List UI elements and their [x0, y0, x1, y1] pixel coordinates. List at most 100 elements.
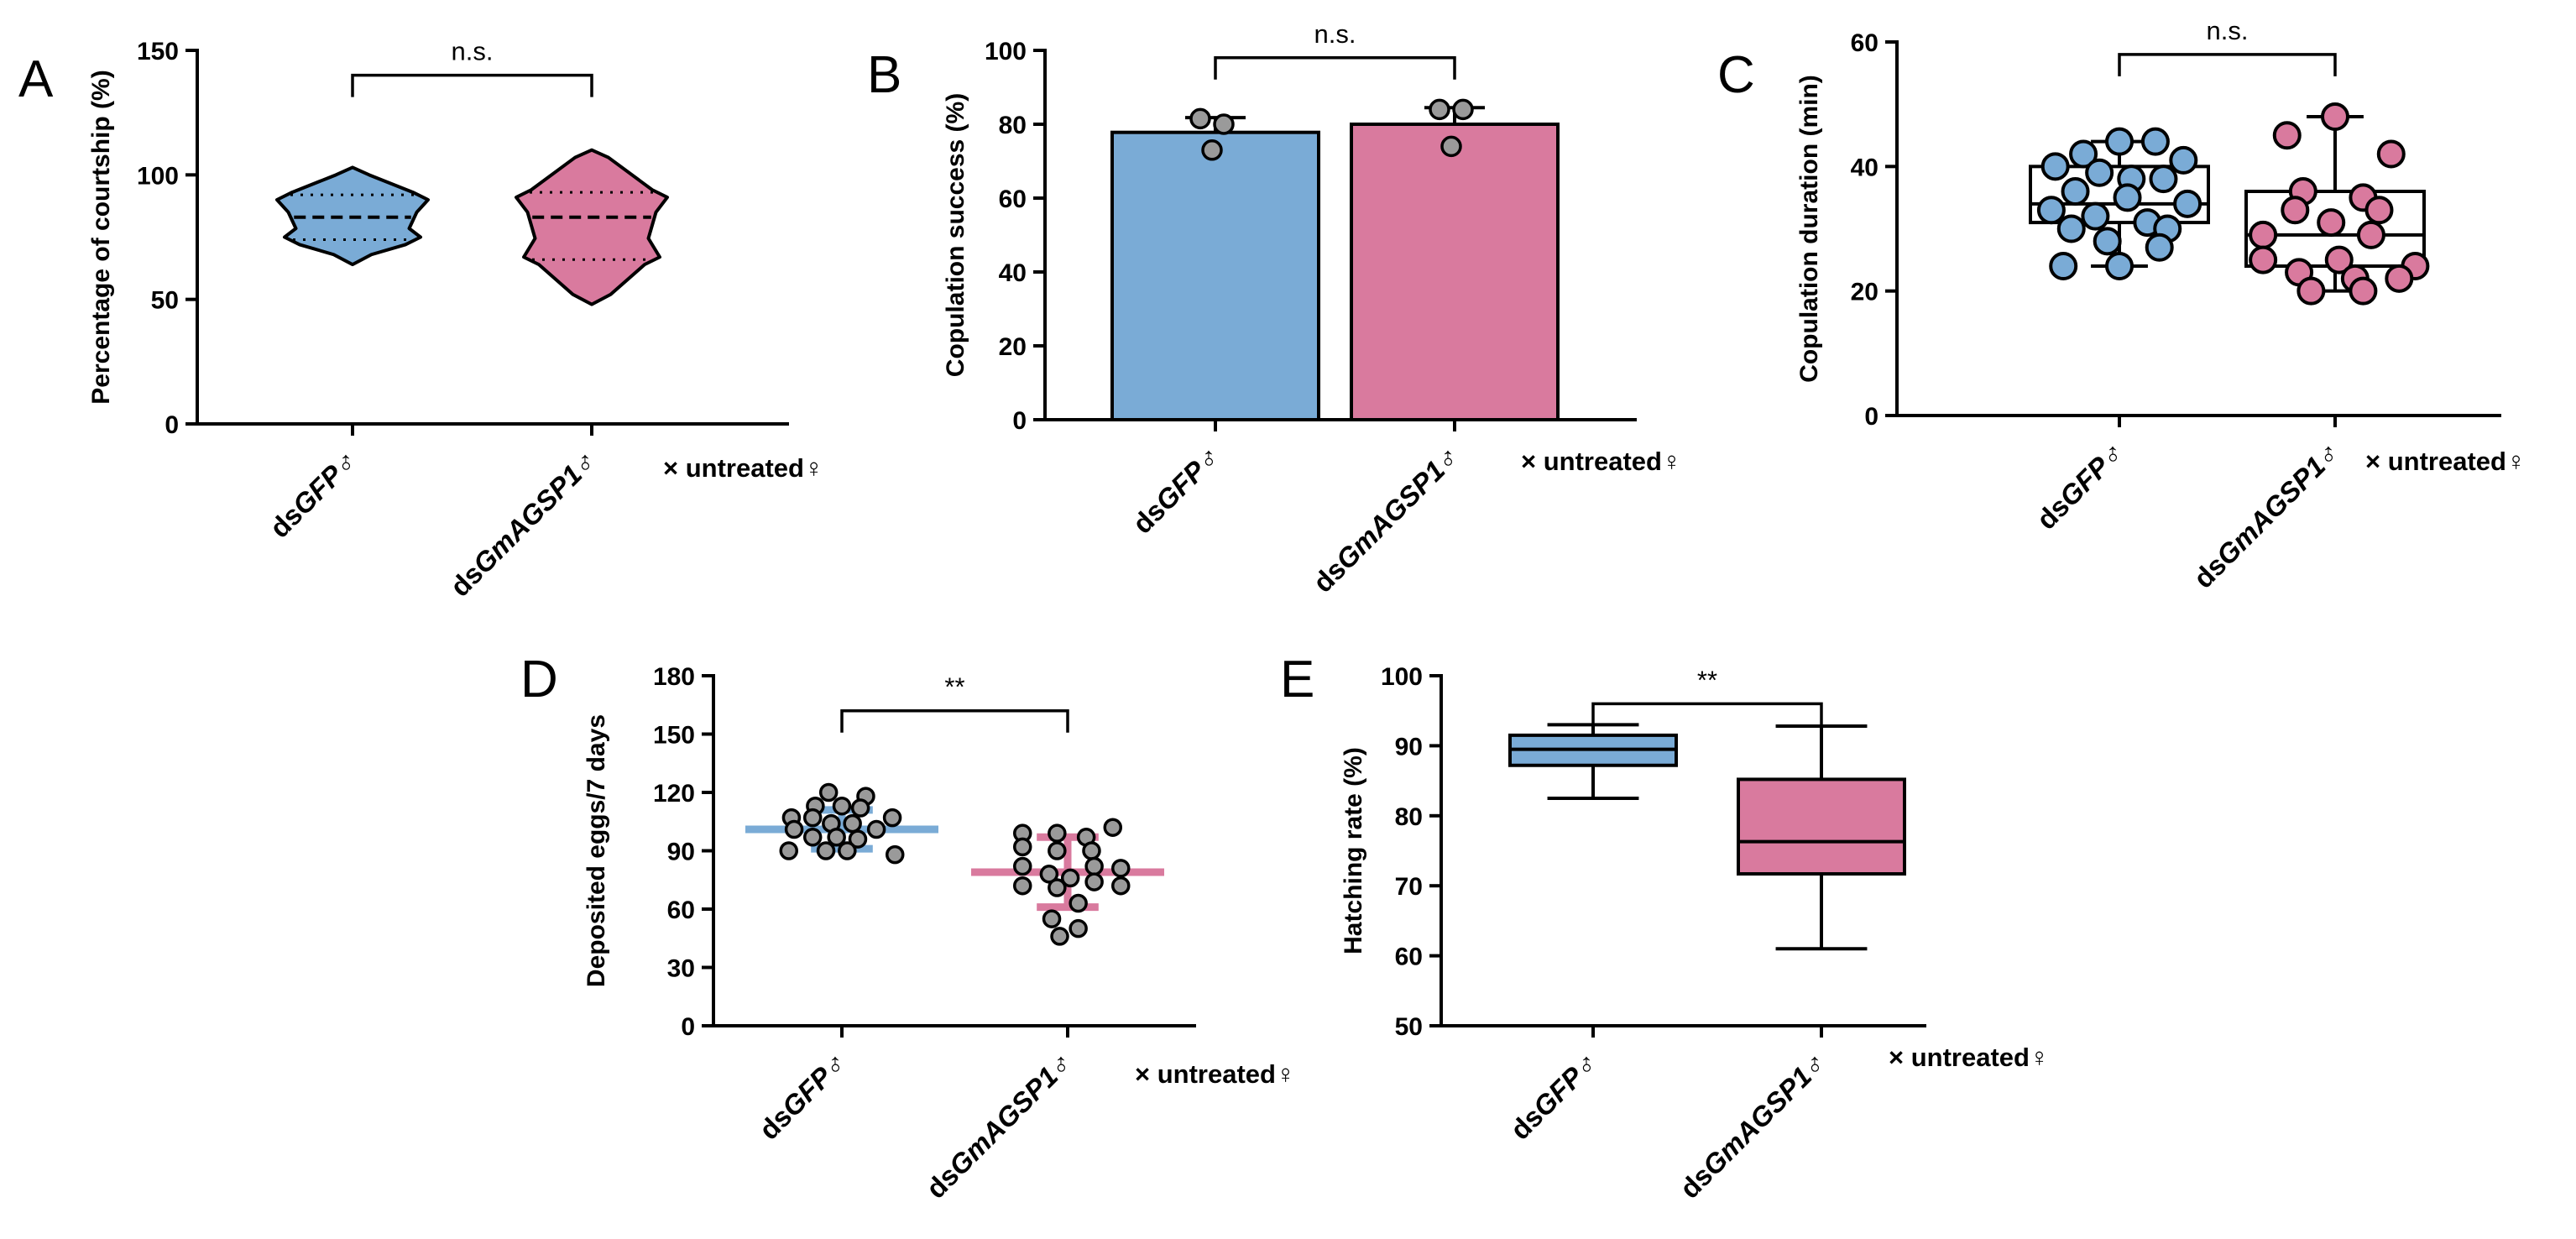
data-point-C: [2085, 158, 2114, 187]
data-point-D: [1111, 859, 1131, 878]
x-tick-label-B: dsGFP♂: [1126, 440, 1226, 540]
y-tick-label-D: 90: [667, 839, 695, 866]
data-point-D: [1084, 872, 1104, 891]
data-point-C: [2056, 214, 2086, 243]
x-label-gene: GmAGSP1: [1330, 454, 1450, 575]
y-axis-title-B: Copulation success (%): [942, 93, 969, 377]
data-point-D: [1082, 841, 1101, 860]
data-point-C: [2081, 201, 2110, 231]
panel-C: C 0 20 40 60 Copulation duration (min) dsGFP♂ d…: [1717, 16, 2526, 594]
x-tick-label-E: dsGmAGSP1♂: [1674, 1046, 1832, 1205]
data-point-D: [1103, 818, 1123, 837]
data-point-B: [1429, 98, 1450, 121]
y-tick-label-B: 80: [999, 112, 1027, 139]
x-tick-label-D: dsGFP♂: [753, 1046, 853, 1146]
data-point-D: [827, 828, 846, 847]
data-point-D: [818, 782, 839, 802]
data-point-C: [2317, 208, 2346, 238]
y-tick-label-B: 20: [999, 333, 1027, 361]
bar-B: [1350, 123, 1560, 421]
data-point-C: [2281, 196, 2310, 225]
data-point-C: [2324, 245, 2354, 274]
panel-B: B 0 20 40 60 80 100 Copulation success (%) dsGFP…: [867, 19, 1681, 599]
data-point-D: [1012, 837, 1032, 857]
data-point-C: [2145, 233, 2174, 262]
data-point-D: [1048, 878, 1067, 897]
x-label-gene: GmAGSP1: [1696, 1060, 1817, 1181]
y-tick-label-E: 70: [1395, 873, 1423, 901]
data-point-D: [1050, 927, 1069, 946]
data-point-D: [802, 808, 823, 828]
y-axis-title-D: Deposited eggs/7 days: [583, 714, 610, 987]
y-tick-label-D: 30: [667, 955, 695, 983]
y-tick-label-B: 100: [985, 38, 1027, 65]
x-tick-label-A: dsGFP♂: [264, 444, 363, 544]
significance-bracket-A: [351, 73, 593, 97]
panel-E: E 50 60 70 80 90 100 Hatching rate (%) dsGFP♂ dsG…: [1280, 651, 2049, 1205]
y-axis-title-E: Hatching rate (%): [1340, 747, 1367, 954]
data-point-D: [1069, 893, 1088, 913]
data-point-D: [1042, 909, 1062, 928]
cross-note-E: × untreated♀: [1889, 1043, 2049, 1072]
y-tick-label-B: 60: [999, 186, 1027, 213]
data-point-D: [866, 819, 886, 839]
data-point-C: [2385, 264, 2414, 293]
data-point-D: [1012, 856, 1032, 876]
y-tick-label-D: 0: [681, 1013, 695, 1041]
data-point-C: [2036, 196, 2066, 225]
panel-D: D 0 30 60 90 120 150 180 Deposited eggs/7 days ds…: [520, 651, 1295, 1205]
significance-bracket-D: [840, 708, 1069, 733]
x-label-gene: GmAGSP1: [467, 458, 588, 579]
data-point-D: [1039, 865, 1059, 884]
cross-note-B: × untreated♀: [1521, 447, 1681, 476]
data-point-C: [2169, 145, 2198, 175]
y-tick-label-E: 90: [1395, 733, 1423, 761]
violin-A: [515, 148, 669, 306]
data-point-D: [886, 844, 905, 865]
y-tick-label-A: 0: [165, 411, 179, 439]
panel-A: A 0 50 100 150 Percentage of courtship (%) dsG…: [18, 37, 823, 603]
cross-note-C: × untreated♀: [2365, 447, 2526, 476]
data-point-C: [2173, 189, 2202, 218]
data-point-D: [1012, 876, 1032, 896]
data-point-C: [2376, 139, 2406, 169]
panel-letter-A: A: [18, 50, 54, 108]
y-axis-title-C: Copulation duration (min): [1795, 75, 1823, 383]
x-label-gene: GmAGSP1: [943, 1060, 1063, 1181]
y-axis-title-A: Percentage of courtship (%): [87, 70, 115, 404]
significance-bracket-B: [1214, 56, 1456, 80]
y-tick-label-A: 50: [151, 287, 179, 315]
data-point-C: [2349, 276, 2378, 306]
significance-label-E: **: [1697, 665, 1717, 694]
data-point-D: [832, 796, 852, 816]
x-tick-label-C: dsGmAGSP1♂: [2187, 436, 2346, 594]
data-point-D: [882, 808, 902, 828]
data-point-D: [779, 841, 798, 860]
significance-bracket-E: [1591, 702, 1823, 726]
data-point-C: [2249, 245, 2278, 274]
data-point-D: [1060, 868, 1080, 888]
y-tick-label-E: 100: [1381, 663, 1423, 691]
y-tick-label-B: 40: [999, 259, 1027, 287]
data-point-D: [802, 828, 823, 847]
data-point-D: [843, 813, 862, 834]
data-point-D: [1111, 876, 1131, 896]
data-point-D: [848, 829, 868, 849]
data-point-C: [2149, 165, 2178, 194]
data-point-C: [2105, 252, 2134, 280]
significance-label-A: n.s.: [452, 37, 494, 66]
y-tick-label-D: 120: [653, 780, 695, 808]
data-point-D: [838, 841, 857, 860]
y-tick-label-D: 180: [653, 663, 695, 691]
x-tick-label-A: dsGmAGSP1♂: [444, 444, 603, 603]
data-point-B: [1189, 107, 1211, 130]
significance-label-B: n.s.: [1314, 19, 1356, 49]
data-point-C: [2296, 276, 2326, 306]
y-tick-label-B: 0: [1012, 407, 1027, 435]
y-tick-label-E: 50: [1395, 1013, 1423, 1041]
y-tick-label-A: 150: [137, 38, 179, 65]
data-point-D: [1048, 841, 1067, 860]
x-tick-label-B: dsGmAGSP1♂: [1307, 440, 1466, 599]
data-point-C: [2105, 127, 2134, 156]
data-point-C: [2140, 127, 2170, 156]
